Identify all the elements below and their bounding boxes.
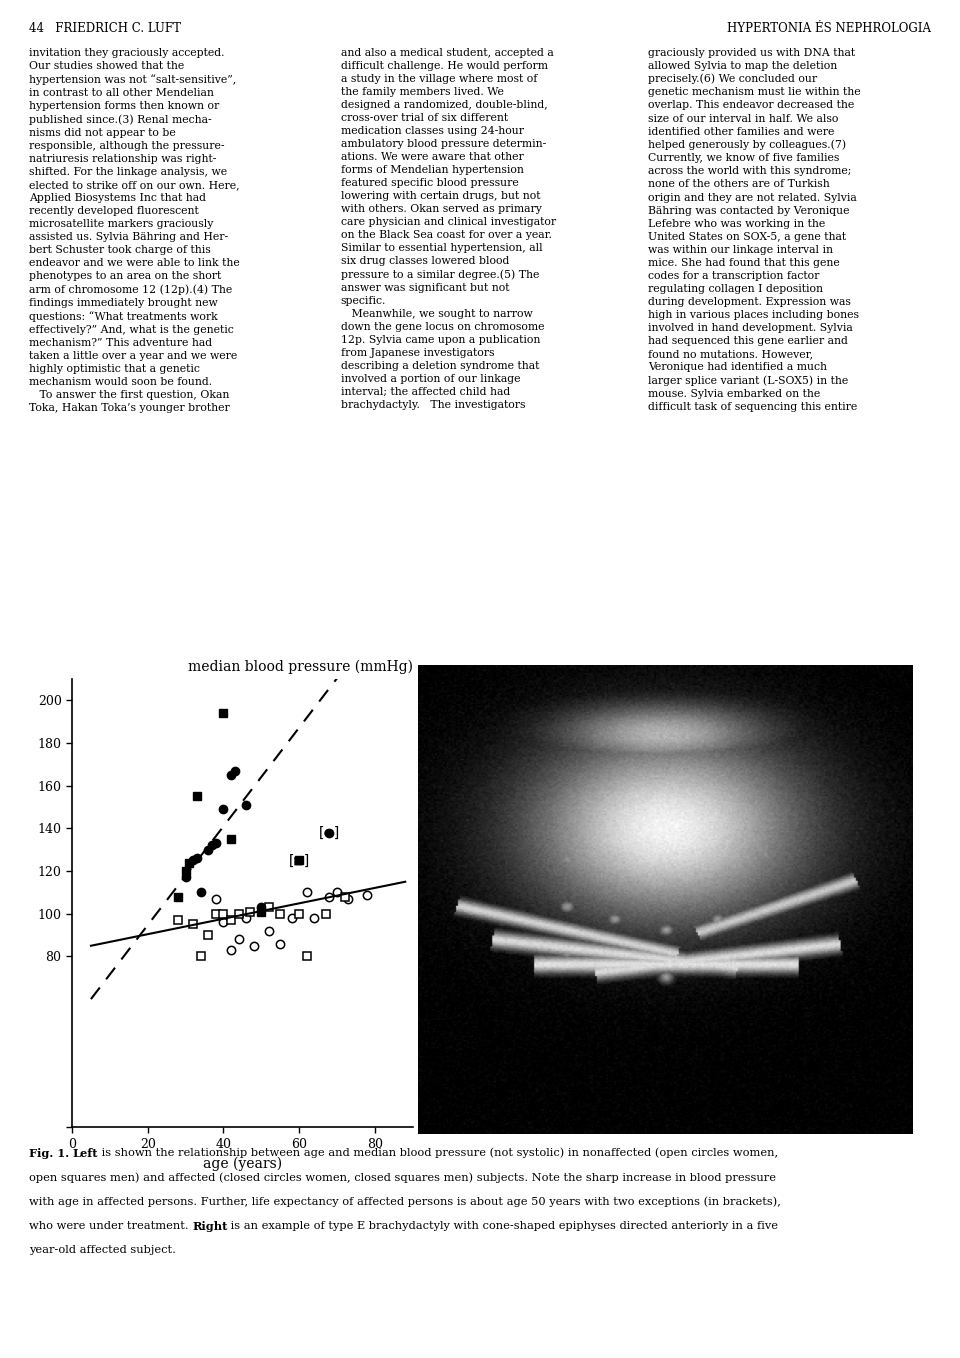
Text: with age in affected persons. Further, life expectancy of affected persons is ab: with age in affected persons. Further, l… [29, 1196, 780, 1207]
X-axis label: age (years): age (years) [203, 1156, 282, 1171]
Text: is shown the relationship between age and median blood pressure (not systolic) i: is shown the relationship between age an… [99, 1148, 779, 1158]
Text: median blood pressure (mmHg): median blood pressure (mmHg) [188, 659, 413, 674]
Text: Right: Right [192, 1221, 228, 1232]
Text: 44   FRIEDRICH C. LUFT: 44 FRIEDRICH C. LUFT [29, 22, 180, 35]
Text: invitation they graciously accepted.
Our studies showed that the
hypertension wa: invitation they graciously accepted. Our… [29, 48, 240, 413]
Text: Left: Left [73, 1148, 99, 1158]
Text: and also a medical student, accepted a
difficult challenge. He would perform
a s: and also a medical student, accepted a d… [341, 48, 556, 410]
Text: Fig. 1.: Fig. 1. [29, 1148, 73, 1158]
Text: [●]: [●] [317, 826, 342, 839]
Text: [■]: [■] [287, 853, 312, 868]
Text: year-old affected subject.: year-old affected subject. [29, 1245, 176, 1255]
Text: HYPERTONIA ÉS NEPHROLOGIA: HYPERTONIA ÉS NEPHROLOGIA [728, 22, 931, 35]
Text: who were under treatment.: who were under treatment. [29, 1221, 192, 1230]
Text: open squares men) and affected (closed circles women, closed squares men) subjec: open squares men) and affected (closed c… [29, 1172, 776, 1183]
Text: is an example of type E brachydactyly with cone-shaped epiphyses directed anteri: is an example of type E brachydactyly wi… [228, 1221, 779, 1230]
Text: graciously provided us with DNA that
allowed Sylvia to map the deletion
precisel: graciously provided us with DNA that all… [648, 48, 860, 411]
